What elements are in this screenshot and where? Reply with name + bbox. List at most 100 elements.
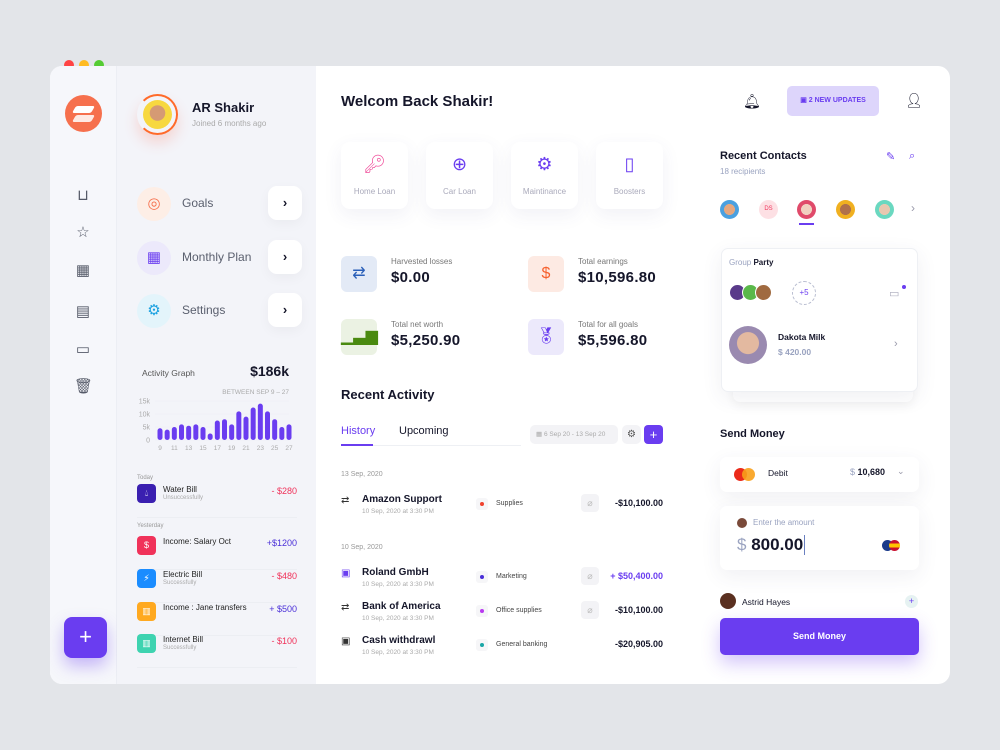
activity-bar[interactable] — [279, 427, 285, 440]
transaction-item[interactable]: ▥ Internet Bill Successfully - $100 — [137, 634, 297, 668]
send-money-button[interactable]: Send Money — [720, 618, 919, 655]
transaction-item[interactable]: 💧︎ Water Bill Unsuccessfully - $280 — [137, 484, 297, 518]
contact-amount: $ 420.00 — [778, 347, 812, 357]
updates-button[interactable]: ▣ 2 NEW UPDATES — [787, 86, 879, 116]
contact-avatar[interactable] — [720, 200, 739, 219]
tile-boosters[interactable]: ▯ Boosters — [596, 142, 663, 209]
page-title: Welcom Back Shakir! — [341, 93, 494, 110]
transaction-item[interactable]: ▥ Income : Jane transfers + $500 — [137, 602, 297, 636]
inbox-icon[interactable]: ⊔ — [77, 187, 89, 204]
activity-bar[interactable] — [207, 433, 213, 441]
notification-dot — [902, 285, 906, 289]
user-icon[interactable]: 👤︎ — [905, 92, 923, 108]
activity-bar[interactable] — [164, 429, 170, 440]
group-card[interactable]: Group Party +5 ▭ Dakota Milk $ 420.00 › — [721, 248, 918, 392]
contact-avatar-selected[interactable] — [797, 200, 816, 219]
tab-upcoming[interactable]: Upcoming — [399, 425, 449, 437]
activity-bar[interactable] — [193, 424, 199, 440]
activity-bar[interactable] — [229, 424, 235, 440]
menu-item-goals[interactable]: ◎ Goals › — [137, 186, 302, 221]
tile-label: Maintinance — [522, 187, 567, 196]
paperclip-icon[interactable]: ⌀ — [581, 567, 599, 585]
contact-avatar[interactable]: DS — [759, 200, 778, 219]
transaction-status: Unsuccessfully — [163, 495, 204, 501]
add-button[interactable]: + — [64, 617, 107, 658]
avatar[interactable] — [137, 94, 178, 135]
minimize-window-button[interactable] — [79, 60, 89, 70]
currency-flag-icon[interactable] — [889, 540, 900, 551]
stat-net-worth: ▁▃▆ Total net worth $5,250.90 — [341, 319, 521, 355]
activity-bar[interactable] — [272, 419, 278, 440]
x-tick-label: 11 — [171, 445, 178, 452]
card-select[interactable]: Debit $ 10,680 ⌄ — [720, 457, 919, 492]
transaction-item[interactable]: ⚡︎ Electric Bill Successfully - $480 — [137, 569, 297, 603]
contact-avatar[interactable] — [875, 200, 894, 219]
activity-name: Bank of America — [362, 601, 441, 612]
add-recipient-button[interactable]: + — [905, 595, 918, 608]
activity-bar[interactable] — [243, 416, 249, 440]
archive-icon[interactable]: ▤ — [75, 303, 91, 320]
menu-item-settings[interactable]: ⚙ Settings › — [137, 293, 302, 328]
activity-row[interactable]: ▣ Cash withdrawl 10 Sep, 2020 at 3:30 PM Ge… — [341, 635, 663, 661]
activity-row[interactable]: ▣ Roland GmbH 10 Sep, 2020 at 3:30 PM Marke… — [341, 567, 663, 593]
transaction-name: Income : Jane transfers — [163, 603, 247, 612]
activity-bar[interactable] — [265, 411, 270, 440]
bar-chart-icon: ▁▃▆ — [341, 319, 378, 355]
maximize-window-button[interactable] — [94, 60, 104, 70]
star-icon[interactable]: ☆ — [76, 224, 90, 241]
activity-bar[interactable] — [236, 411, 242, 440]
activity-bar[interactable] — [157, 428, 163, 440]
tile-car-loan[interactable]: ⊕ Car Loan — [426, 142, 493, 209]
x-tick-label: 23 — [257, 445, 265, 452]
chevron-right-icon[interactable]: › — [894, 338, 898, 350]
member-avatar — [755, 284, 772, 301]
chevron-right-icon[interactable]: › — [911, 201, 915, 215]
activity-row[interactable]: ⇄ Amazon Support 10 Sep, 2020 at 3:30 PM Su… — [341, 494, 663, 520]
activity-row[interactable]: ⇄ Bank of America 10 Sep, 2020 at 3:30 PM O… — [341, 601, 663, 627]
date-range-picker[interactable]: ▦ 6 Sep 20 - 13 Sep 20 — [530, 425, 618, 444]
tab-history[interactable]: History — [341, 425, 376, 437]
calendar-icon[interactable]: ▦ — [75, 262, 91, 279]
search-icon[interactable]: ⌕ — [909, 150, 916, 162]
add-activity-button[interactable]: + — [644, 425, 663, 444]
chevron-down-icon[interactable]: ⌄ — [897, 466, 905, 476]
bell-icon[interactable]: 🔔︎ — [743, 93, 761, 109]
activity-bar[interactable] — [286, 424, 292, 440]
tile-maintinance[interactable]: ⚙ Maintinance — [511, 142, 578, 209]
box-icon[interactable]: ▭ — [75, 341, 91, 358]
paperclip-icon[interactable]: ⌀ — [581, 494, 599, 512]
money-icon: $ — [528, 256, 564, 292]
more-members-badge[interactable]: +5 — [792, 281, 816, 305]
transaction-item[interactable]: $ Income: Salary Oct +$1200 — [137, 536, 297, 570]
chevron-right-icon[interactable]: › — [268, 186, 302, 220]
brand-logo[interactable] — [65, 95, 102, 132]
edit-icon[interactable]: ✎ — [886, 151, 896, 163]
filter-settings-button[interactable]: ⚙ — [622, 425, 641, 444]
tile-label: Car Loan — [443, 187, 476, 196]
activity-title: Activity Graph — [142, 368, 195, 378]
paperclip-icon[interactable]: ⌀ — [581, 601, 599, 619]
transaction-amount: + $500 — [269, 604, 297, 614]
currency-flag-icon[interactable] — [882, 540, 893, 551]
activity-bar[interactable] — [186, 425, 192, 440]
close-window-button[interactable] — [64, 60, 74, 70]
tile-home-loan[interactable]: 🔑︎ Home Loan — [341, 142, 408, 209]
activity-bar[interactable] — [257, 403, 263, 440]
chevron-right-icon[interactable]: › — [268, 240, 302, 274]
activity-bar[interactable] — [214, 420, 220, 441]
activity-bar[interactable] — [179, 424, 184, 440]
trash-icon[interactable]: 🗑 — [74, 378, 94, 395]
activity-bar[interactable] — [222, 419, 227, 440]
send-money-title: Send Money — [720, 428, 785, 440]
icon-rail: ⊔ ☆ ▦ ▤ ▭ 🗑 + — [50, 66, 117, 684]
activity-date: 10 Sep, 2020 at 3:30 PM — [362, 508, 434, 515]
chat-icon[interactable]: ▭ — [889, 288, 900, 300]
contact-avatar[interactable] — [836, 200, 855, 219]
menu-item-monthly-plan[interactable]: ▦ Monthly Plan › — [137, 240, 302, 275]
amount-input[interactable]: $ 800.00 — [737, 535, 806, 555]
activity-bar[interactable] — [200, 427, 206, 440]
activity-bar[interactable] — [250, 407, 256, 441]
chevron-right-icon[interactable]: › — [268, 293, 302, 327]
transaction-status: Successfully — [163, 580, 197, 586]
activity-bar[interactable] — [171, 427, 177, 440]
